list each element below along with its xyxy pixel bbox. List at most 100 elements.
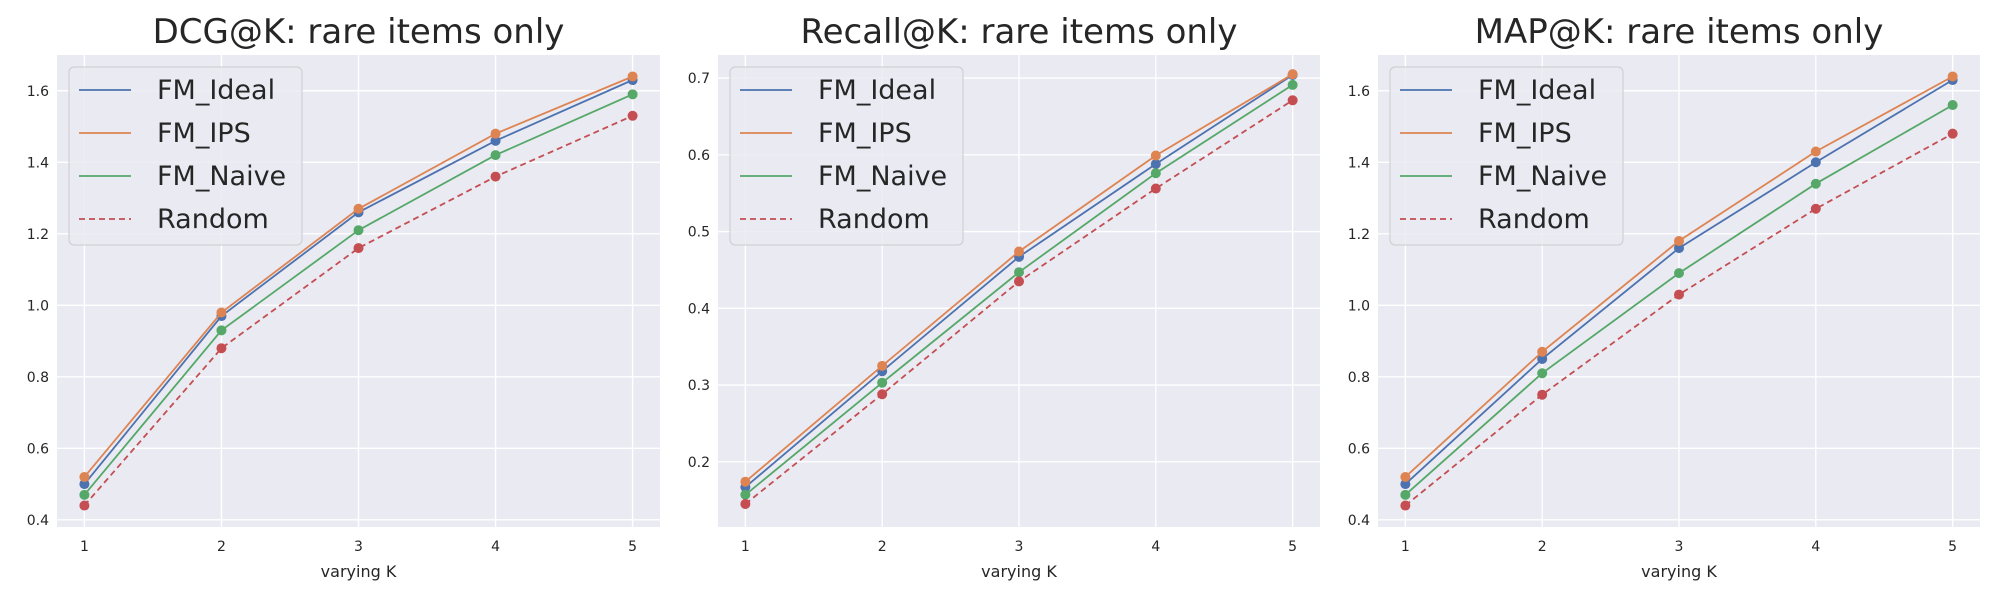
legend-box bbox=[68, 66, 303, 246]
data-point-random bbox=[1014, 276, 1024, 287]
chart-panel-3: 0.4 0.6 0.8 1.0 1.2 1.4 1.6 1 2 3 4 5 MAP@K: rare it… bbox=[1348, 12, 1980, 581]
y-tick-label: 1.0 bbox=[27, 298, 49, 314]
data-point-fm-ideal bbox=[1674, 243, 1684, 254]
x-tick-label: 1 bbox=[741, 539, 750, 555]
data-point-fm-naive bbox=[740, 489, 751, 500]
data-point-fm-ips bbox=[1537, 346, 1548, 357]
legend: FM_Ideal FM_IPS FM_Naive Random bbox=[68, 66, 303, 246]
x-tick-label: 4 bbox=[1811, 539, 1820, 555]
y-tick-label: 0.6 bbox=[27, 441, 49, 457]
x-tick-label: 5 bbox=[628, 539, 637, 555]
data-point-random bbox=[1674, 289, 1684, 300]
x-axis-label: varying K bbox=[321, 562, 397, 581]
legend-label: Random bbox=[1478, 204, 1590, 235]
data-point-random bbox=[1810, 203, 1821, 214]
data-point-fm-ideal bbox=[1810, 157, 1821, 168]
data-point-random bbox=[877, 389, 888, 400]
data-point-random bbox=[79, 500, 90, 511]
data-point-fm-naive bbox=[1150, 168, 1161, 179]
legend-label: FM_Naive bbox=[157, 161, 286, 192]
x-axis-label: varying K bbox=[1641, 562, 1717, 581]
data-point-random bbox=[216, 343, 227, 354]
chart-panel-2: 0.2 0.3 0.4 0.5 0.6 0.7 1 2 3 4 5 Recall@K: rare it… bbox=[688, 12, 1320, 581]
data-point-fm-ips bbox=[877, 360, 888, 371]
x-tick-label: 5 bbox=[1288, 539, 1297, 555]
data-point-random bbox=[740, 498, 751, 509]
data-point-fm-ips bbox=[216, 307, 227, 318]
y-tick-label: 0.4 bbox=[27, 513, 49, 529]
data-point-fm-naive bbox=[1674, 268, 1684, 279]
data-point-random bbox=[1537, 389, 1548, 400]
chart-panel-1: 0.4 0.6 0.8 1.0 1.2 1.4 1.6 1 2 3 4 5 DCG@K: rare it… bbox=[27, 12, 660, 581]
data-point-fm-ips bbox=[627, 71, 638, 82]
series-line-random bbox=[83, 114, 633, 507]
data-point-fm-ideal bbox=[79, 479, 90, 490]
data-point-random bbox=[1287, 95, 1298, 106]
chart-title: DCG@K: rare items only bbox=[153, 12, 565, 52]
data-point-fm-ips bbox=[1674, 235, 1684, 246]
x-tick-label: 4 bbox=[491, 539, 500, 555]
y-tick-label: 1.6 bbox=[1348, 84, 1370, 100]
y-tick-label: 0.4 bbox=[1348, 513, 1370, 529]
data-point-fm-naive bbox=[79, 489, 90, 500]
data-point-random bbox=[490, 171, 501, 182]
data-point-fm-naive bbox=[353, 225, 364, 236]
data-point-fm-ips bbox=[740, 476, 751, 487]
y-tick-label: 1.4 bbox=[27, 155, 49, 171]
data-point-fm-ips bbox=[490, 128, 501, 139]
data-point-fm-ips bbox=[1150, 150, 1161, 161]
y-tick-label: 0.6 bbox=[1348, 441, 1370, 457]
y-tick-label: 1.4 bbox=[1348, 155, 1370, 171]
data-point-fm-ips bbox=[79, 471, 90, 482]
data-point-fm-ips bbox=[1400, 471, 1411, 482]
data-point-fm-naive bbox=[1810, 178, 1821, 189]
y-tick-label: 0.5 bbox=[688, 225, 710, 241]
data-point-fm-naive bbox=[490, 150, 501, 161]
x-tick-label: 3 bbox=[1015, 539, 1024, 555]
data-point-fm-naive bbox=[1014, 267, 1024, 278]
legend-box bbox=[1389, 66, 1624, 246]
data-point-fm-naive bbox=[1947, 100, 1958, 111]
y-tick-label: 0.6 bbox=[688, 148, 710, 164]
x-tick-label: 2 bbox=[217, 539, 226, 555]
legend-label: FM_IPS bbox=[1478, 118, 1572, 149]
data-point-fm-ips bbox=[1947, 71, 1958, 82]
x-tick-label: 2 bbox=[1538, 539, 1547, 555]
data-point-fm-ips bbox=[1014, 246, 1024, 257]
data-point-fm-naive bbox=[216, 325, 227, 336]
data-point-random bbox=[1150, 183, 1161, 194]
legend-label: FM_IPS bbox=[157, 118, 251, 149]
legend-label: Random bbox=[818, 204, 930, 235]
y-tick-label: 0.7 bbox=[688, 71, 710, 87]
x-axis-label: varying K bbox=[981, 562, 1057, 581]
legend-label: FM_IPS bbox=[818, 118, 912, 149]
legend: FM_Ideal FM_IPS FM_Naive Random bbox=[729, 66, 964, 246]
data-point-fm-ideal bbox=[1150, 158, 1161, 169]
data-point-fm-naive bbox=[627, 89, 638, 100]
data-point-random bbox=[627, 110, 638, 121]
data-point-fm-ideal bbox=[490, 135, 501, 146]
data-point-fm-naive bbox=[877, 377, 888, 388]
data-point-fm-ideal bbox=[1537, 353, 1548, 364]
legend-label: FM_Naive bbox=[1478, 161, 1607, 192]
legend-label: Random bbox=[157, 204, 269, 235]
y-tick-label: 0.8 bbox=[27, 370, 49, 386]
data-point-fm-naive bbox=[1287, 79, 1298, 90]
y-tick-label: 1.2 bbox=[1348, 227, 1370, 243]
data-point-random bbox=[1947, 128, 1958, 139]
x-tick-label: 3 bbox=[354, 539, 363, 555]
y-tick-label: 0.8 bbox=[1348, 370, 1370, 386]
y-tick-label: 1.6 bbox=[27, 84, 49, 100]
legend: FM_Ideal FM_IPS FM_Naive Random bbox=[1389, 66, 1624, 246]
legend-box bbox=[729, 66, 964, 246]
data-point-random bbox=[353, 243, 364, 254]
chart-title: MAP@K: rare items only bbox=[1475, 12, 1884, 52]
y-tick-label: 0.3 bbox=[688, 378, 710, 394]
x-tick-label: 5 bbox=[1948, 539, 1957, 555]
legend-label: FM_Ideal bbox=[157, 75, 275, 106]
x-tick-label: 3 bbox=[1675, 539, 1684, 555]
chart-title: Recall@K: rare items only bbox=[800, 12, 1237, 52]
legend-label: FM_Ideal bbox=[818, 75, 936, 106]
data-point-fm-ideal bbox=[1400, 479, 1411, 490]
